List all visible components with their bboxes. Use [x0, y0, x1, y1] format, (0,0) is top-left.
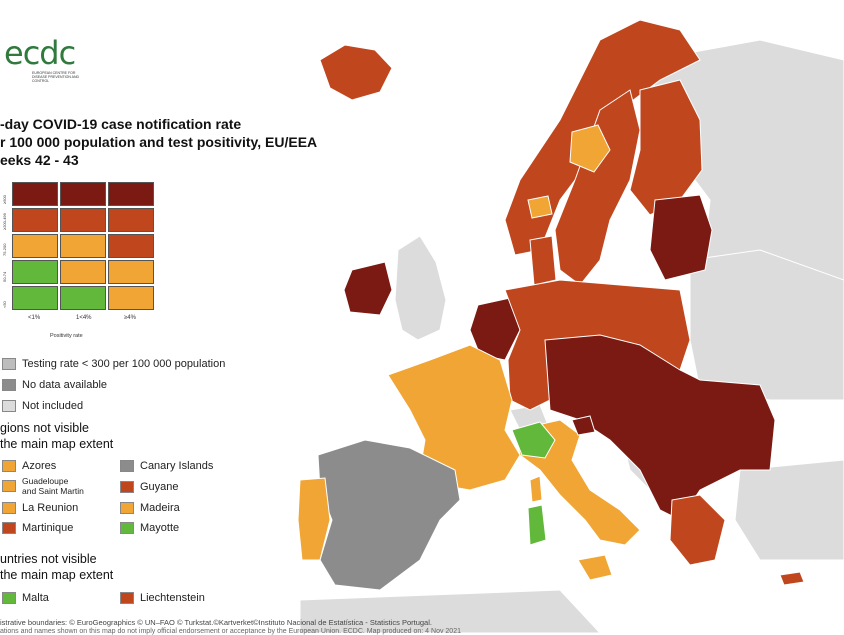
- canary-label: Canary Islands: [140, 460, 214, 472]
- matrix-cell: [60, 234, 106, 258]
- title-line-1: -day COVID-19 case notification rate: [0, 116, 242, 132]
- matrix-row-label: 50-74: [2, 271, 7, 282]
- matrix-cell: [60, 182, 106, 206]
- madeira-label: Madeira: [140, 502, 180, 514]
- countries-title-line1: untries not visible: [0, 552, 97, 566]
- sicily-region: [577, 554, 613, 581]
- la-reunion-swatch: [2, 502, 16, 514]
- liechtenstein-label: Liechtenstein: [140, 592, 205, 604]
- north-africa-region: [299, 589, 601, 633]
- matrix-cell: [60, 260, 106, 284]
- matrix-cell: [12, 182, 58, 206]
- guyane-label: Guyane: [140, 481, 179, 493]
- matrix-cell: [108, 260, 154, 284]
- france-region: [387, 344, 521, 491]
- matrix-cell: [12, 208, 58, 232]
- martinique-swatch: [2, 522, 16, 534]
- matrix-row-label: ≥200-499: [2, 213, 7, 230]
- countries-section-title: untries not visible the main map extent: [0, 551, 113, 583]
- not-included-label: Not included: [22, 400, 84, 412]
- malta-label: Malta: [22, 592, 49, 604]
- credit-line: istrative boundaries: © EuroGeographics …: [0, 618, 432, 627]
- matrix-cell: [108, 286, 154, 310]
- malta-swatch: [2, 592, 16, 604]
- mayotte-swatch: [120, 522, 134, 534]
- countries-title-line2: the main map extent: [0, 568, 114, 582]
- sweden-region: [554, 89, 641, 286]
- belarus-ukraine-region: [689, 249, 844, 401]
- iceland-region: [319, 44, 393, 101]
- martinique-label: Martinique: [22, 522, 74, 534]
- matrix-col-label: <1%: [28, 315, 41, 321]
- spain-region: [317, 439, 461, 591]
- credit-line-2: ations and names shown on this map do no…: [0, 628, 461, 635]
- corsica-region: [529, 475, 543, 503]
- ireland-region: [343, 261, 393, 316]
- title-line-3: eeks 42 - 43: [0, 152, 79, 168]
- matrix-cell: [12, 260, 58, 284]
- matrix-cell: [60, 208, 106, 232]
- no-data-swatch: [2, 379, 16, 391]
- map-title: -day COVID-19 case notification rate r 1…: [0, 115, 317, 169]
- matrix-col-label: ≥4%: [124, 315, 136, 321]
- matrix-row-label: 75-200: [2, 243, 7, 256]
- canary-swatch: [120, 460, 134, 472]
- sardinia-region: [527, 504, 547, 546]
- matrix-cell: [108, 208, 154, 232]
- ecdc-logo-subtitle: EUROPEAN CENTRE FOR DISEASE PREVENTION A…: [32, 71, 80, 83]
- positivity-rate-title: Positivity rate: [50, 333, 83, 339]
- italy-green-region: [511, 421, 556, 459]
- ecdc-logo: ecdc: [4, 34, 76, 72]
- eastern-europe-region: [544, 334, 776, 521]
- guadeloupe-label: Guadeloupe and Saint Martin: [22, 476, 84, 496]
- sweden-orange-region: [569, 124, 611, 173]
- turkey-region: [734, 459, 844, 561]
- madeira-swatch: [120, 502, 134, 514]
- mayotte-label: Mayotte: [140, 522, 180, 534]
- greece-region: [669, 494, 726, 566]
- liechtenstein-swatch: [120, 592, 134, 604]
- matrix-col-label: 1<4%: [76, 315, 92, 321]
- regions-title-line1: gions not visible: [0, 421, 89, 435]
- testing-rate-label: Testing rate < 300 per 100 000 populatio…: [22, 358, 226, 370]
- matrix-cell: [60, 286, 106, 310]
- matrix-row-label: ≥500: [2, 195, 7, 204]
- slovenia-region: [571, 415, 596, 436]
- azores-swatch: [2, 460, 16, 472]
- matrix-row-label: <50: [2, 301, 7, 308]
- testing-rate-swatch: [2, 358, 16, 370]
- title-line-2: r 100 000 population and test positivity…: [0, 134, 318, 150]
- guadeloupe-swatch: [2, 480, 16, 492]
- guyane-swatch: [120, 481, 134, 493]
- not-included-swatch: [2, 400, 16, 412]
- azores-label: Azores: [22, 460, 57, 472]
- denmark-region: [529, 235, 557, 286]
- uk-region: [394, 235, 447, 341]
- matrix-cell: [12, 286, 58, 310]
- guadeloupe-line1: Guadeloupe: [22, 476, 69, 486]
- norway-orange-region: [527, 195, 553, 219]
- regions-section-title: gions not visible the main map extent: [0, 420, 113, 452]
- regions-title-line2: the main map extent: [0, 437, 114, 451]
- matrix-cell: [108, 182, 154, 206]
- matrix-cell: [108, 234, 154, 258]
- la-reunion-label: La Reunion: [22, 502, 79, 514]
- matrix-cell: [12, 234, 58, 258]
- guadeloupe-line2: and Saint Martin: [22, 486, 84, 496]
- baltics-region: [649, 194, 713, 281]
- no-data-label: No data available: [22, 379, 108, 391]
- cyprus-region: [779, 571, 805, 586]
- portugal-region: [297, 477, 331, 561]
